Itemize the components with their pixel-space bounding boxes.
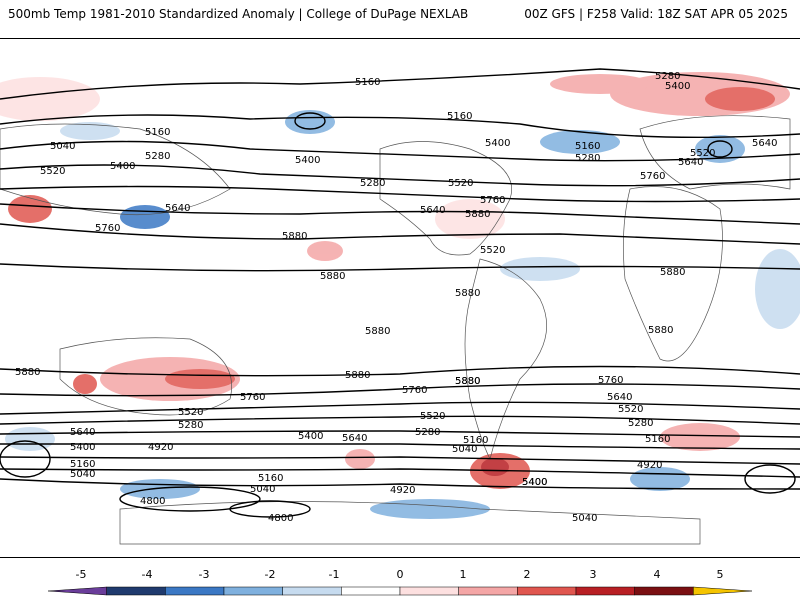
contour-label: 5400: [485, 138, 510, 149]
contour-label: 5040: [452, 444, 477, 455]
colorbar-swatch: [399, 586, 459, 596]
colorbar-swatch: [106, 586, 166, 596]
contour-label: 5400: [295, 155, 320, 166]
contour-label: 5400: [70, 442, 95, 453]
contour-label: 5640: [678, 157, 703, 168]
contour-label: 5760: [95, 223, 120, 234]
contour-label: 5760: [598, 375, 623, 386]
contour-label: 4920: [390, 485, 415, 496]
colorbar-tick-label: -4: [142, 568, 153, 581]
contour-label: 5520: [178, 407, 203, 418]
contour-label: 5880: [365, 326, 390, 337]
contour-label: 5640: [342, 433, 367, 444]
contour-label: 5520: [448, 178, 473, 189]
colorbar-ticks: -5 -4 -3 -2 -1 0 1 2 3 4 5: [76, 568, 724, 581]
contour-label: 5280: [145, 151, 170, 162]
contour-label: 5880: [660, 267, 685, 278]
anomaly-shading: [0, 72, 800, 519]
colorbar-swatch: [223, 586, 283, 596]
height-contours: [0, 68, 800, 518]
contour-label: 5880: [455, 376, 480, 387]
contour-label: 5160: [70, 459, 95, 470]
contour-label: 5880: [455, 376, 480, 387]
contour-label: 5280: [628, 418, 653, 429]
coastlines: [0, 115, 791, 545]
contour-label: 5760: [640, 171, 665, 182]
contour-label: 5760: [480, 195, 505, 206]
contour-label: 5760: [240, 392, 265, 403]
contour-label: 5040: [50, 141, 75, 152]
contour-label: 5400: [665, 81, 690, 92]
contour-label: 5520: [480, 245, 505, 256]
colorbar-tick-label: 1: [460, 568, 467, 581]
colorbar-swatch: [165, 586, 225, 596]
contour-label: 5160: [645, 434, 670, 445]
colorbar-tick-label: 0: [397, 568, 404, 581]
contour-label: 5160: [258, 473, 283, 484]
contour-label: 5520: [40, 166, 65, 177]
contour-label: 5280: [415, 427, 440, 438]
contour-label: 5640: [165, 203, 190, 214]
contour-label: 5880: [15, 367, 40, 378]
anomaly-map[interactable]: 5160 5280 5400 5040 5160 5280 5400 5520 …: [0, 39, 800, 557]
contour-label: 5760: [402, 385, 427, 396]
contour-label: 4800: [268, 513, 293, 524]
contour-label: 5040: [250, 484, 275, 495]
contour-label: 5400: [298, 431, 323, 442]
colorbar-tick-label: -2: [265, 568, 276, 581]
contour-label: 5280: [360, 178, 385, 189]
contour-label: 5280: [655, 71, 680, 82]
contour-label: 5280: [178, 420, 203, 431]
colorbar-swatch: [341, 586, 401, 596]
contour-label: 5040: [572, 513, 597, 524]
contour-labels: 5160 5280 5400 5040 5160 5280 5400 5520 …: [15, 71, 777, 524]
contour-label: 4800: [140, 496, 165, 507]
contour-label: 4920: [637, 460, 662, 471]
contour-label: 5400: [522, 477, 547, 488]
colorbar-tick-label: 3: [590, 568, 597, 581]
colorbar-swatch: [458, 586, 518, 596]
colorbar-swatch: [47, 586, 107, 596]
contour-label: 5880: [455, 288, 480, 299]
contour-label: 5160: [447, 111, 472, 122]
colorbar-tick-label: 4: [654, 568, 661, 581]
contour-label: 5520: [690, 148, 715, 159]
contour-label: 5400: [110, 161, 135, 172]
colorbar: -5 -4 -3 -2 -1 0 1 2 3 4 5: [0, 564, 800, 600]
contour-label: 4920: [148, 442, 173, 453]
header: 500mb Temp 1981-2010 Standardized Anomal…: [0, 0, 800, 34]
contour-label: 5520: [420, 411, 445, 422]
contour-label: 5640: [420, 205, 445, 216]
contour-label: 5880: [345, 370, 370, 381]
colorbar-swatch: [575, 586, 635, 596]
contour-label: 5400: [522, 477, 547, 488]
contour-label: 5640: [70, 427, 95, 438]
map-title: 500mb Temp 1981-2010 Standardized Anomal…: [8, 7, 469, 21]
colorbar-swatches: [47, 586, 753, 596]
contour-label: 5160: [145, 127, 170, 138]
contour-label: 5880: [465, 209, 490, 220]
contour-label: 5880: [320, 271, 345, 282]
run-info: 00Z GFS | F258 Valid: 18Z SAT APR 05 202…: [524, 7, 788, 21]
colorbar-tick-label: -5: [76, 568, 87, 581]
contour-label: 5520: [618, 404, 643, 415]
colorbar-swatch: [517, 586, 577, 596]
contour-label: 5040: [70, 469, 95, 480]
colorbar-tick-label: 5: [717, 568, 724, 581]
colorbar-tick-label: 2: [524, 568, 531, 581]
contour-label: 5640: [607, 392, 632, 403]
colorbar-tick-label: -3: [199, 568, 210, 581]
map-panel[interactable]: 5160 5280 5400 5040 5160 5280 5400 5520 …: [0, 38, 800, 558]
colorbar-swatch: [634, 586, 694, 596]
contour-label: 5880: [282, 231, 307, 242]
contour-label: 5160: [575, 141, 600, 152]
contour-label: 5640: [752, 138, 777, 149]
colorbar-swatch: [282, 586, 342, 596]
contour-label: 5160: [355, 77, 380, 88]
contour-label: 5280: [575, 153, 600, 164]
colorbar-tick-label: -1: [329, 568, 340, 581]
contour-label: 5160: [463, 435, 488, 446]
colorbar-swatch: [693, 586, 753, 596]
contour-label: 5880: [648, 325, 673, 336]
